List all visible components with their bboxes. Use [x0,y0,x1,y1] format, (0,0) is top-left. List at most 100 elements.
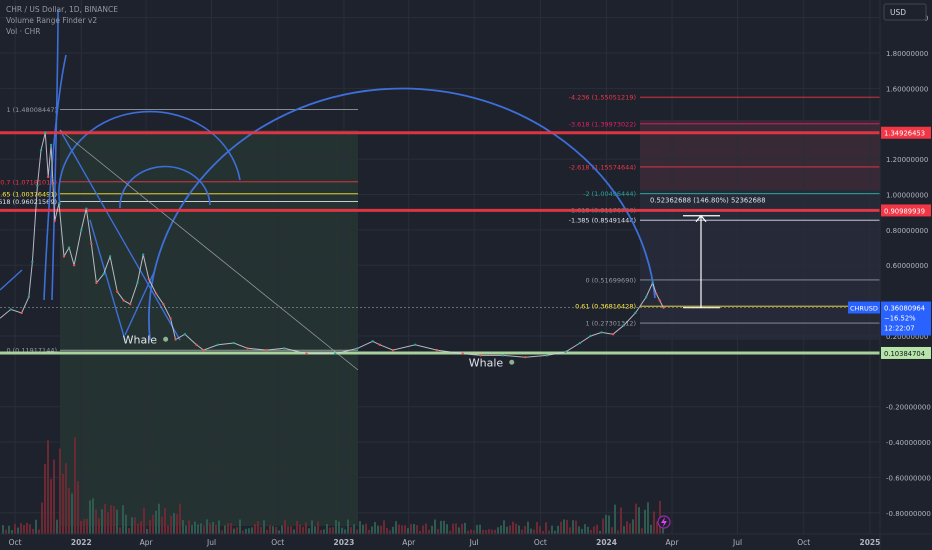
y-tick-label: 0.20000000 [886,333,928,341]
volume-bar [191,525,193,534]
x-tick-label: Apr [666,538,680,547]
price-point [371,340,374,343]
volume-bar [494,529,496,534]
volume-bar [146,529,148,534]
volume-bar [26,522,28,534]
volume-bar [398,524,400,534]
volume-bar [458,527,460,534]
current-price-tag[interactable]: CHRUSD 0.36080964 −16.52% 12:22:07 [848,301,931,336]
price-point [95,281,98,285]
volume-bar [287,526,289,534]
volume-bar [65,463,67,534]
price-point [169,317,172,320]
volume-bar [416,525,418,534]
price-point [174,338,177,341]
volume-bar [266,529,268,534]
volume-bar [230,522,232,534]
volume-bar [170,515,172,534]
volume-bar [116,509,118,534]
volume-bar [38,529,40,534]
volume-bar [437,528,439,534]
volume-bar [512,521,514,534]
volume-bar [653,511,655,534]
volume-bar [53,459,55,534]
volume-bar [299,524,301,534]
volume-bar [650,524,652,534]
volume-bar [167,525,169,534]
y-tick-label: 1.20000000 [886,156,928,164]
lightning-icon[interactable] [657,515,671,529]
y-tick-label: 0.80000000 [886,227,928,235]
volume-bar [623,526,625,534]
volume-bar [92,498,94,534]
volume-bar [479,524,481,534]
y-tick-label: 1.00000000 [886,192,928,200]
price-point [53,219,56,223]
price-point [413,343,417,347]
volume-bar [212,521,214,534]
volume-bar [320,529,322,534]
price-point [216,343,220,347]
volume-bar [572,520,574,534]
price-point [116,290,119,293]
volume-bar [101,509,103,534]
volume-bar [392,526,394,534]
fib-right-label: -3.618 (1.39973022) [569,120,636,128]
price-point [651,281,654,285]
volume-bar [425,523,427,534]
volume-bar [182,520,184,534]
indicator-volume-range-finder[interactable]: Volume Range Finder v2 [6,16,97,25]
volume-bar [59,448,61,534]
volume-bar [545,522,547,534]
volume-bar [77,481,79,534]
price-point [246,347,249,350]
y-tick-label: 1.60000000 [886,85,928,93]
volume-bar [335,519,337,534]
measure-label: 0.52362688 (146.80%) 52362688 [650,197,766,205]
ticker-tag-bg [848,301,880,314]
volume-bar [218,520,220,534]
volume-bar [305,522,307,534]
x-tick-label: 2024 [596,538,617,547]
level-price-tag [881,204,931,217]
volume-bar [533,529,535,534]
y-tick-label: -0.60000000 [886,474,931,482]
volume-bar [176,514,178,534]
volume-bar [626,521,628,534]
arc-large [148,87,656,341]
volume-bar [233,528,235,534]
fib-right-label: 1 (0.27301312) [585,320,636,328]
volume-bar [362,524,364,534]
volume-bar [524,525,526,534]
indicator-volume[interactable]: Vol · CHR [6,27,40,36]
price-point [391,348,395,352]
volume-bar [242,530,244,534]
volume-bar [401,525,403,534]
price-point [47,175,50,179]
volume-bar [284,520,286,534]
volume-bar [602,518,604,534]
time-axis[interactable]: Oct 2022 Apr Jul Oct 2023 Apr Jul Oct 2024 Apr Jul O… [0,533,932,547]
volume-bar [629,523,631,534]
volume-bar [614,504,616,534]
volume-bar [404,525,406,534]
volume-bar [194,521,196,534]
volume-bar [8,525,10,534]
volume-bar [41,502,43,534]
horizontal-levels [0,131,880,355]
volume-bar [20,523,22,534]
volume-bar [215,524,217,534]
currency-button[interactable]: USD [883,3,927,21]
price-point [622,324,626,327]
volume-bar [5,529,7,534]
volume-bar [374,521,376,534]
x-tick-label: Apr [140,538,154,547]
price-line [0,132,664,358]
price-axis[interactable]: 2.000000001.800000001.600000001.20000000… [879,0,931,550]
volume-bar [257,521,259,534]
fan-line-3 [59,129,181,341]
price-point [611,332,615,336]
right-fib-zone-upper [640,120,880,190]
volume-bars [2,437,664,534]
